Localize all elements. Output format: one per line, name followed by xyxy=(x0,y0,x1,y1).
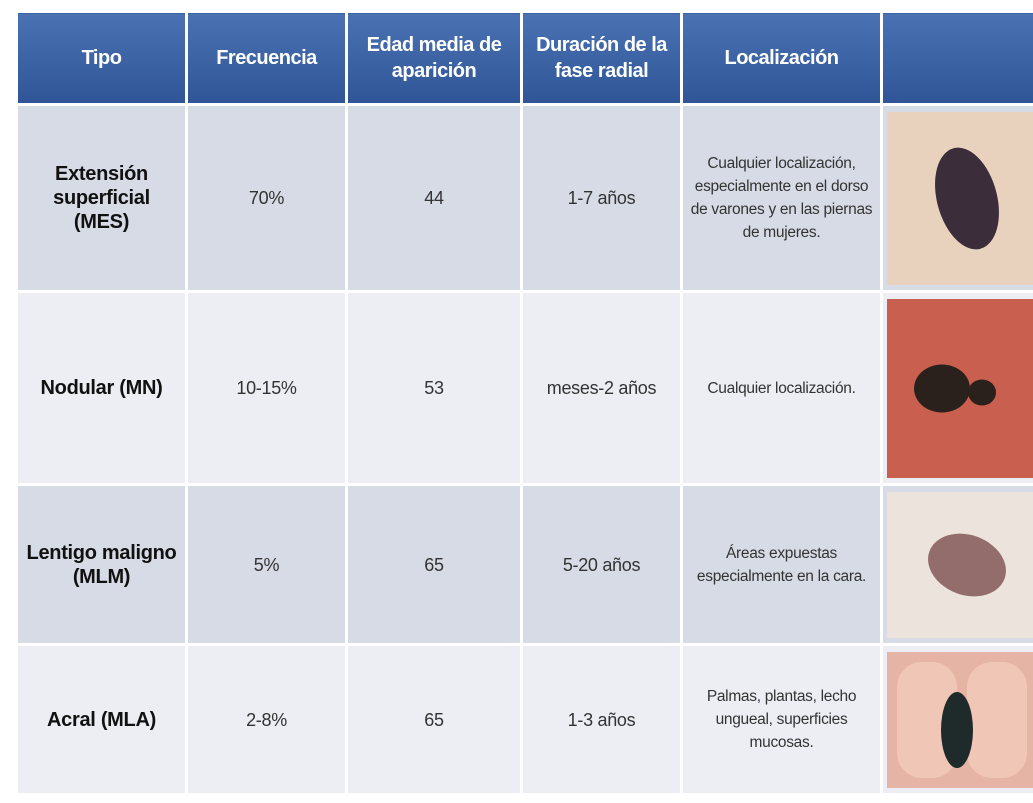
lesion xyxy=(941,691,973,768)
header-row: Tipo Frecuencia Edad media de aparición Dur… xyxy=(15,10,1033,106)
location-cell: Cualquier localización. xyxy=(680,290,883,486)
image-cell xyxy=(880,103,1033,293)
image-cell xyxy=(880,483,1033,646)
data-cell: 65 xyxy=(345,643,523,796)
header-cell: Edad media de aparición xyxy=(345,10,523,106)
location-cell: Palmas, plantas, lecho ungueal, superfic… xyxy=(680,643,883,796)
data-cell: 44 xyxy=(345,103,523,293)
header-cell xyxy=(880,10,1033,106)
data-cell: 5% xyxy=(185,483,348,646)
data-cell: 10-15% xyxy=(185,290,348,486)
image-cell xyxy=(880,643,1033,796)
table-row: Nodular (MN) 10-15% 53 meses-2 años Cualquie… xyxy=(15,290,1033,486)
header-cell: Tipo xyxy=(15,10,188,106)
lesion-photo xyxy=(887,111,1033,285)
melanoma-table: Tipo Frecuencia Edad media de aparición Dur… xyxy=(15,10,1033,796)
location-cell: Cualquier localización, especialmente en… xyxy=(680,103,883,293)
data-cell: 70% xyxy=(185,103,348,293)
type-cell: Lentigo maligno (MLM) xyxy=(15,483,188,646)
data-cell: 53 xyxy=(345,290,523,486)
data-cell: 65 xyxy=(345,483,523,646)
toe xyxy=(967,661,1027,778)
table-row: Acral (MLA) 2-8% 65 1-3 años Palmas, plantas… xyxy=(15,643,1033,796)
table-body: Extensión superficial (MES) 70% 44 1-7 años… xyxy=(15,103,1033,796)
table-row: Extensión superficial (MES) 70% 44 1-7 años… xyxy=(15,103,1033,293)
lesion xyxy=(935,147,999,249)
toe xyxy=(897,661,957,778)
lesion xyxy=(914,364,970,412)
header-cell: Localización xyxy=(680,10,883,106)
type-cell: Extensión superficial (MES) xyxy=(15,103,188,293)
data-cell: meses-2 años xyxy=(520,290,683,486)
header-cell: Frecuencia xyxy=(185,10,348,106)
type-cell: Nodular (MN) xyxy=(15,290,188,486)
data-cell: 1-3 años xyxy=(520,643,683,796)
data-cell: 1-7 años xyxy=(520,103,683,293)
lesion xyxy=(968,379,996,405)
lesion xyxy=(928,533,1006,596)
lesion-photo xyxy=(887,298,1033,478)
image-cell xyxy=(880,290,1033,486)
header-cell: Duración de la fase radial xyxy=(520,10,683,106)
location-cell: Áreas expuestas especialmente en la cara… xyxy=(680,483,883,646)
lesion-photo xyxy=(887,651,1033,788)
type-cell: Acral (MLA) xyxy=(15,643,188,796)
lesion-photo xyxy=(887,491,1033,638)
data-cell: 2-8% xyxy=(185,643,348,796)
data-cell: 5-20 años xyxy=(520,483,683,646)
table-row: Lentigo maligno (MLM) 5% 65 5-20 años Áreas … xyxy=(15,483,1033,646)
